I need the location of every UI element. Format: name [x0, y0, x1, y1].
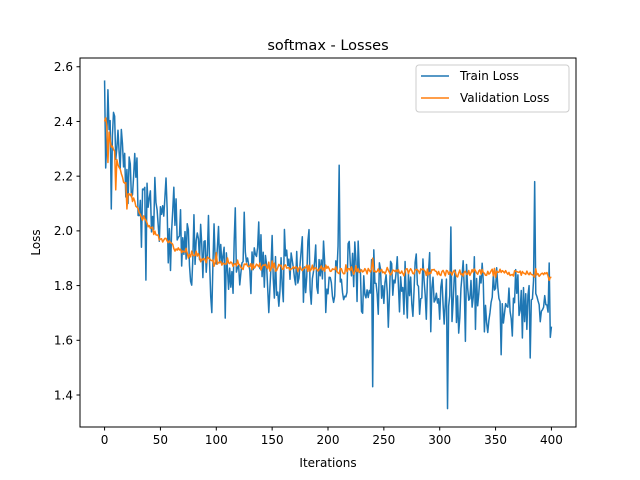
x-tick-label: 250 — [372, 433, 395, 447]
y-tick-label: 2.6 — [54, 60, 73, 74]
y-tick-label: 2.2 — [54, 169, 73, 183]
x-tick-label: 300 — [428, 433, 451, 447]
x-tick-label: 150 — [261, 433, 284, 447]
legend-box — [415, 64, 570, 113]
y-axis-label: Loss — [29, 229, 43, 255]
y-tick-label: 1.8 — [54, 279, 73, 293]
y-tick-label: 1.4 — [54, 388, 73, 402]
legend-label-train-loss: Train Loss — [459, 69, 519, 83]
y-tick-label: 2.4 — [54, 115, 73, 129]
plot-area — [103, 80, 553, 410]
series-line-train-loss — [103, 80, 553, 410]
x-tick-label: 100 — [205, 433, 228, 447]
x-tick-label: 400 — [540, 433, 563, 447]
y-tick-label: 1.6 — [54, 334, 73, 348]
legend: Train Loss Validation Loss — [415, 64, 570, 113]
chart-title: softmax - Losses — [267, 38, 388, 54]
legend-label-validation-loss: Validation Loss — [460, 91, 549, 105]
x-tick-label: 200 — [317, 433, 340, 447]
x-tick-label: 0 — [101, 433, 109, 447]
x-axis: 0 50 100 150 200 250 300 350 400 — [101, 427, 563, 447]
x-axis-label: Iterations — [299, 456, 356, 470]
y-tick-label: 2.0 — [54, 224, 73, 238]
y-axis: 1.4 1.6 1.8 2.0 2.2 2.4 2.6 — [54, 60, 80, 402]
x-tick-label: 350 — [484, 433, 507, 447]
series-line-validation-loss — [103, 117, 552, 282]
x-tick-label: 50 — [153, 433, 168, 447]
